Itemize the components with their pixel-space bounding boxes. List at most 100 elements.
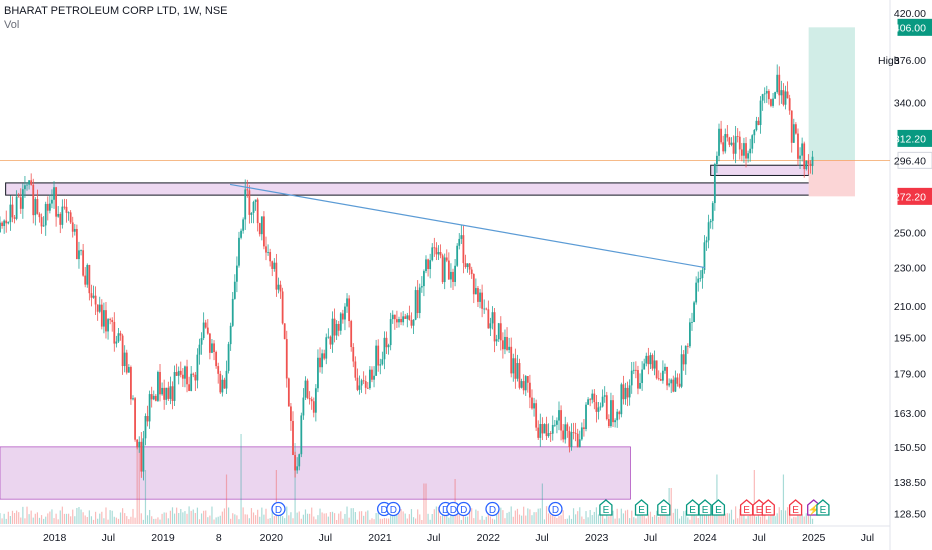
candle-body <box>599 406 602 408</box>
volume-bar <box>323 513 325 524</box>
candle-body <box>713 163 716 204</box>
volume-bar <box>502 510 504 524</box>
volume-bar <box>163 512 165 524</box>
candle-body <box>624 387 627 400</box>
volume-bar <box>134 517 136 524</box>
volume-bar <box>508 511 510 524</box>
volume-bar <box>793 516 795 524</box>
candle-body <box>483 308 486 310</box>
volume-bar <box>367 510 369 524</box>
candle-body <box>356 377 359 390</box>
earnings-marker-shape <box>788 499 803 516</box>
candle-body <box>385 337 388 348</box>
price-label-40600: 406.00 <box>894 18 932 36</box>
candle-body <box>127 367 130 373</box>
volume-bar <box>614 518 616 524</box>
volume-bar <box>570 518 573 524</box>
candle-body <box>215 351 218 367</box>
candle-body <box>547 433 550 437</box>
volume-bar <box>539 508 541 524</box>
candle-body <box>726 134 729 138</box>
dividend-marker-label: D <box>381 505 388 516</box>
support-zone <box>0 446 631 500</box>
candle-body <box>790 110 793 143</box>
volume-bar <box>406 518 408 524</box>
candle-body <box>734 136 737 154</box>
volume-bar <box>348 517 350 524</box>
candle-body <box>306 380 309 399</box>
candle-body <box>406 315 409 319</box>
volume-bar <box>483 519 485 524</box>
volume-bar <box>635 518 637 524</box>
retest-zone <box>710 164 810 176</box>
volume-bar <box>415 518 417 524</box>
candle-body <box>260 216 263 235</box>
high-label-text: High <box>878 55 900 67</box>
y-tick-label: 230.00 <box>894 263 926 275</box>
candle-body <box>125 352 128 373</box>
volume-bar <box>132 508 134 524</box>
candle-body <box>543 424 546 434</box>
candle-body <box>601 396 604 407</box>
earnings-marker-shape <box>685 499 700 516</box>
dividend-marker: D <box>271 501 286 517</box>
candle-body <box>412 319 415 326</box>
candle-body <box>770 99 772 106</box>
candle-body <box>684 345 687 365</box>
volume-bar <box>780 510 782 524</box>
candle-body <box>799 155 801 159</box>
volume-bar <box>119 512 122 524</box>
candle-body <box>308 398 311 400</box>
candle-body <box>198 344 201 355</box>
candle-body <box>42 225 45 227</box>
candle-body <box>522 381 525 391</box>
volume-bar <box>583 519 585 524</box>
dividend-marker-shape <box>271 501 286 517</box>
volume-bar <box>427 513 429 524</box>
candle-body <box>414 290 417 320</box>
candle-body <box>335 323 338 336</box>
volume-bar <box>365 511 367 524</box>
candle-body <box>240 230 242 238</box>
symbol-title: BHARAT PETROLEUM CORP LTD, 1W, NSE <box>4 5 228 17</box>
volume-bar <box>61 506 63 524</box>
volume-bar <box>198 519 201 524</box>
y-tick-label: 128.50 <box>894 509 926 521</box>
candle-body <box>458 238 461 246</box>
candle-body <box>767 91 770 100</box>
volume-bar <box>670 488 672 524</box>
earnings-marker: E <box>711 499 726 516</box>
volume-bar <box>757 510 760 524</box>
candle-body <box>366 387 369 389</box>
candle-body <box>416 290 419 314</box>
candle-body <box>383 337 386 360</box>
volume-bar <box>138 447 140 524</box>
volume-bar <box>161 513 163 524</box>
dividend-marker: D <box>456 501 471 517</box>
candle-body <box>398 319 400 323</box>
volume-bar <box>248 518 250 524</box>
trendline <box>229 183 706 269</box>
candle-body <box>373 375 375 380</box>
candle-body <box>749 148 752 154</box>
candle-body <box>44 203 47 226</box>
candle-body <box>774 92 777 99</box>
price-label-text: 312.20 <box>894 133 926 145</box>
candle-body <box>142 438 145 472</box>
candle-body <box>136 439 139 448</box>
volume-bar <box>236 515 238 524</box>
volume-bar <box>221 511 223 524</box>
high-label-bg <box>899 51 932 68</box>
candle-body <box>580 427 583 440</box>
volume-label: Vol <box>4 19 20 31</box>
candle-body <box>350 321 353 348</box>
dividend-marker: D <box>548 501 563 517</box>
y-tick-label: 150.50 <box>894 442 926 454</box>
candle-body <box>743 143 745 156</box>
candle-body <box>649 355 652 365</box>
volume-bar <box>762 514 764 524</box>
candle-body <box>148 394 151 422</box>
candle-body <box>672 379 675 392</box>
candle-body <box>211 343 213 353</box>
